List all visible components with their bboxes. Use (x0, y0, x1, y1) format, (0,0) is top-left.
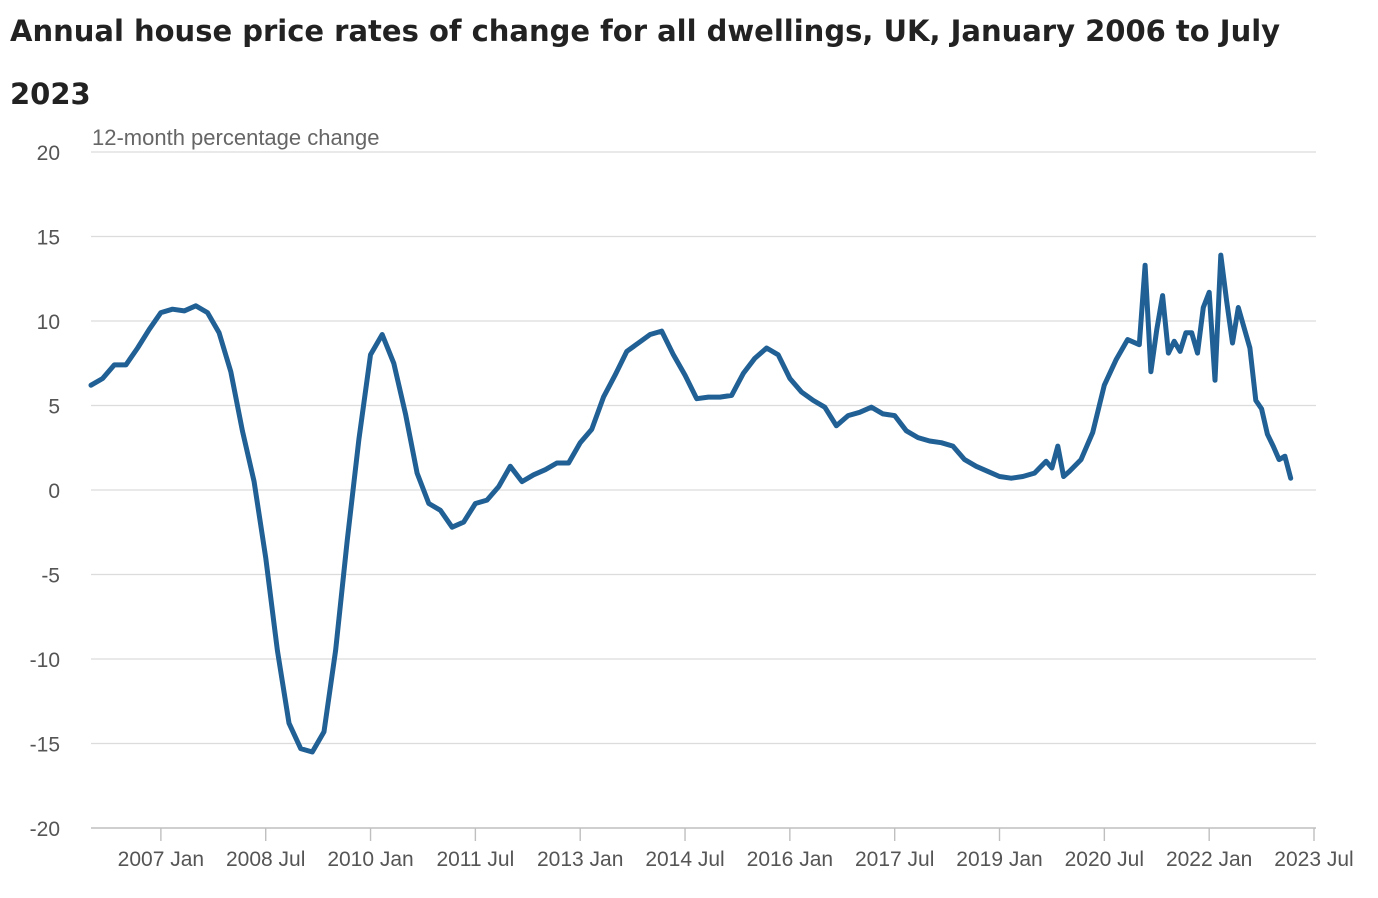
y-tick-label: -20 (30, 818, 60, 841)
y-tick-label: 20 (37, 142, 60, 165)
x-tick-label: 2014 Jul (645, 848, 724, 871)
x-tick-label: 2013 Jan (537, 848, 623, 871)
y-tick-label: 0 (48, 480, 60, 503)
x-tick-label: 2011 Jul (436, 848, 514, 871)
x-tick-label: 2019 Jan (956, 848, 1042, 871)
x-tick-label: 2010 Jan (327, 848, 413, 871)
x-tick-label: 2008 Jul (226, 848, 305, 871)
series-line (88, 252, 1294, 755)
y-tick-label: -10 (30, 649, 60, 672)
gridlines (91, 151, 1316, 829)
x-axis: 2007 Jan 2008 Jul 2010 Jan 2011 Jul 2013 Jan… (118, 828, 1354, 871)
y-tick-label: 15 (37, 227, 60, 250)
x-tick-label: 2007 Jan (118, 848, 204, 871)
x-tick-label: 2023 Jul (1274, 848, 1353, 871)
y-tick-label: 10 (37, 311, 60, 334)
x-tick-label: 2016 Jan (747, 848, 833, 871)
y-axis-label: 12-month percentage change (92, 125, 379, 150)
y-tick-label: -15 (30, 734, 60, 757)
series-layer (88, 252, 1294, 755)
chart-title: Annual house price rates of change for a… (10, 14, 1281, 111)
x-tick-label: 2022 Jan (1166, 848, 1252, 871)
y-axis-tick-labels: 20 15 10 5 0 -5 -10 -15 -20 (30, 142, 60, 841)
x-tick-label: 2020 Jul (1065, 848, 1144, 871)
y-tick-label: -5 (41, 565, 60, 588)
y-tick-label: 5 (48, 396, 60, 419)
x-tick-label: 2017 Jul (855, 848, 934, 871)
